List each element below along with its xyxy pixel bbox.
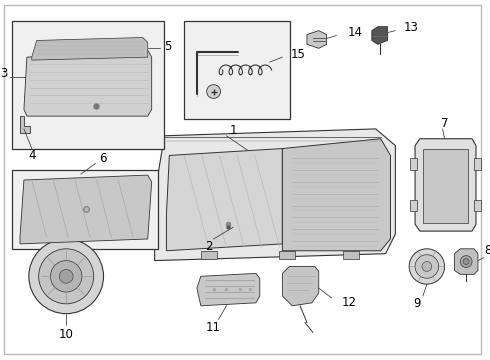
Circle shape xyxy=(422,262,432,271)
Text: 2: 2 xyxy=(205,240,213,253)
Text: 8: 8 xyxy=(484,244,490,257)
Circle shape xyxy=(409,249,444,284)
Polygon shape xyxy=(155,129,395,261)
FancyBboxPatch shape xyxy=(12,170,158,249)
Polygon shape xyxy=(454,249,478,274)
Polygon shape xyxy=(197,273,260,306)
Polygon shape xyxy=(282,266,319,306)
Text: 11: 11 xyxy=(206,321,221,334)
Circle shape xyxy=(460,256,472,267)
FancyBboxPatch shape xyxy=(410,200,417,211)
Text: 10: 10 xyxy=(59,328,74,341)
Text: 5: 5 xyxy=(164,40,171,53)
Circle shape xyxy=(29,239,103,314)
Text: 6: 6 xyxy=(99,152,106,165)
Polygon shape xyxy=(20,116,30,133)
Polygon shape xyxy=(167,149,282,251)
Polygon shape xyxy=(372,27,388,44)
Text: 4: 4 xyxy=(28,149,36,162)
Text: 7: 7 xyxy=(441,117,448,130)
Polygon shape xyxy=(32,37,148,60)
Circle shape xyxy=(463,258,469,265)
FancyBboxPatch shape xyxy=(343,251,359,258)
Polygon shape xyxy=(415,139,476,231)
Circle shape xyxy=(59,269,73,283)
FancyBboxPatch shape xyxy=(474,200,481,211)
Text: 1: 1 xyxy=(229,124,237,138)
FancyBboxPatch shape xyxy=(423,149,468,223)
Text: 9: 9 xyxy=(413,297,421,310)
FancyBboxPatch shape xyxy=(184,21,290,119)
Polygon shape xyxy=(282,139,391,251)
Text: 3: 3 xyxy=(0,67,7,80)
FancyBboxPatch shape xyxy=(12,21,165,149)
FancyBboxPatch shape xyxy=(474,158,481,170)
Circle shape xyxy=(39,249,94,304)
Polygon shape xyxy=(307,31,327,48)
Polygon shape xyxy=(20,175,152,244)
FancyBboxPatch shape xyxy=(279,251,295,258)
Circle shape xyxy=(50,261,82,292)
FancyBboxPatch shape xyxy=(201,251,217,258)
Text: 15: 15 xyxy=(290,48,305,61)
Circle shape xyxy=(207,85,220,98)
FancyBboxPatch shape xyxy=(410,158,417,170)
Polygon shape xyxy=(24,50,152,116)
Text: 14: 14 xyxy=(347,26,362,39)
Text: 13: 13 xyxy=(403,21,418,34)
Text: 12: 12 xyxy=(342,296,356,309)
Circle shape xyxy=(415,255,439,278)
